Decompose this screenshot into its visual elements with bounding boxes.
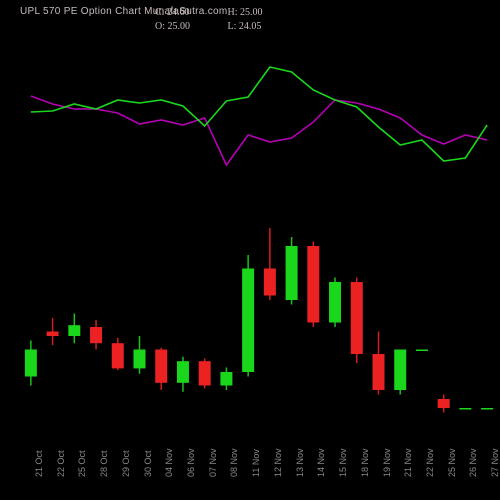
candle-body — [134, 350, 146, 369]
candle-body — [155, 350, 167, 383]
x-axis-label: 22 Oct — [56, 450, 66, 477]
x-axis-label: 18 Nov — [360, 448, 370, 477]
x-axis-label: 27 Nov — [490, 448, 500, 477]
x-axis-label: 13 Nov — [295, 448, 305, 477]
candle-body — [459, 408, 471, 410]
x-axis-label: 21 Oct — [34, 450, 44, 477]
candle-body — [416, 350, 428, 352]
candle-body — [394, 350, 406, 391]
x-axis-label: 29 Oct — [121, 450, 131, 477]
x-axis-label: 25 Oct — [77, 450, 87, 477]
x-axis-label: 06 Nov — [186, 448, 196, 477]
x-axis-label: 12 Nov — [273, 448, 283, 477]
candle-body — [373, 354, 385, 390]
x-axis-label: 25 Nov — [447, 448, 457, 477]
line-series — [31, 67, 487, 161]
candle-body — [90, 327, 102, 343]
candle-body — [199, 361, 211, 385]
x-axis-label: 14 Nov — [316, 448, 326, 477]
candle-body — [25, 350, 37, 377]
candle-body — [351, 282, 363, 354]
chart-svg — [0, 0, 500, 500]
x-axis-label: 07 Nov — [208, 448, 218, 477]
x-axis-label: 21 Nov — [403, 448, 413, 477]
candle-body — [329, 282, 341, 323]
candle-body — [307, 246, 319, 323]
x-axis-label: 08 Nov — [229, 448, 239, 477]
x-axis-label: 19 Nov — [382, 448, 392, 477]
x-axis-label: 15 Nov — [338, 448, 348, 477]
candle-body — [68, 325, 80, 336]
line-series — [31, 96, 487, 165]
x-axis-label: 30 Oct — [143, 450, 153, 477]
x-axis-label: 26 Nov — [468, 448, 478, 477]
x-axis-label: 28 Oct — [99, 450, 109, 477]
candle-body — [47, 332, 59, 337]
candle-body — [177, 361, 189, 383]
x-axis-label: 04 Nov — [164, 448, 174, 477]
candle-body — [438, 399, 450, 408]
candle-body — [264, 269, 276, 296]
chart-root: UPL 570 PE Option Chart MunafaSutra.com … — [0, 0, 500, 500]
x-axis-label: 22 Nov — [425, 448, 435, 477]
candle-body — [112, 343, 124, 368]
candle-body — [286, 246, 298, 300]
candle-body — [220, 372, 232, 386]
candle-body — [481, 408, 493, 410]
candle-body — [242, 269, 254, 373]
x-axis-label: 11 Nov — [251, 449, 261, 477]
